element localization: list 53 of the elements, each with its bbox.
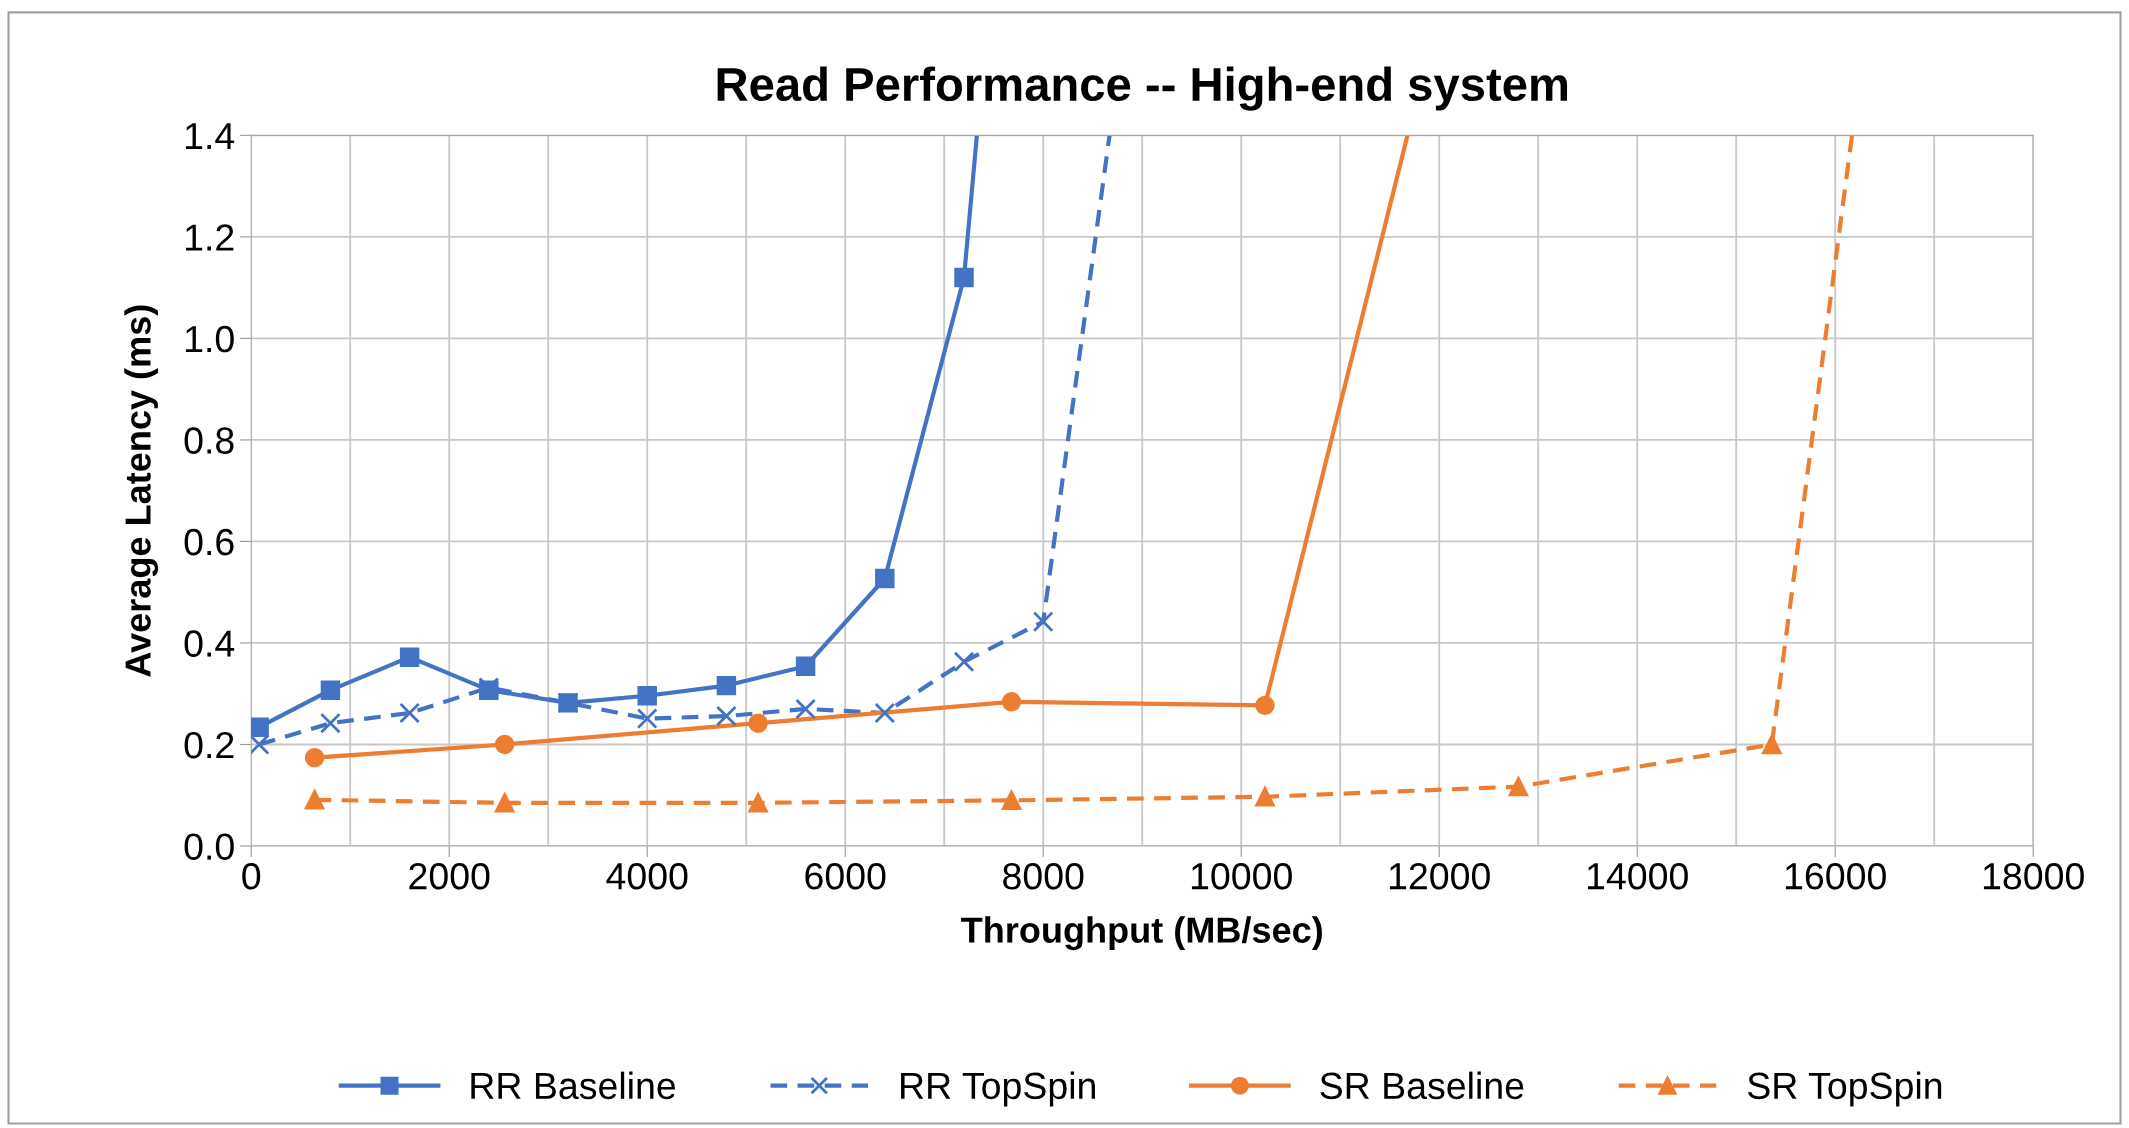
point bbox=[304, 747, 325, 768]
y-tick-label: 1.2 bbox=[185, 224, 234, 251]
y-tick-label: 0.4 bbox=[184, 630, 235, 657]
x-axis-title: Throughput (MB/sec) bbox=[961, 916, 1322, 951]
point bbox=[1255, 695, 1275, 716]
y-tick-label: 0.6 bbox=[184, 528, 234, 556]
x-tick-label: 12000 bbox=[1389, 862, 1490, 890]
x-tick-label: 18000 bbox=[1983, 862, 2084, 890]
point bbox=[874, 702, 896, 724]
point bbox=[1508, 776, 1529, 797]
x-tick-label: 0 bbox=[242, 862, 261, 890]
x-tick-label: 14000 bbox=[1587, 862, 1688, 890]
y-tick-label: 0.8 bbox=[184, 427, 234, 454]
point bbox=[1255, 787, 1275, 807]
x-tick-label: 16000 bbox=[1785, 862, 1886, 890]
point bbox=[1762, 734, 1782, 755]
point bbox=[320, 680, 341, 700]
point bbox=[1001, 692, 1022, 712]
point bbox=[716, 675, 737, 696]
point bbox=[399, 702, 421, 724]
y-tick-label: 1.4 bbox=[185, 123, 235, 149]
point bbox=[320, 712, 341, 734]
point bbox=[251, 717, 269, 737]
legend-label: RR Baseline bbox=[471, 1071, 676, 1100]
point bbox=[637, 686, 657, 706]
point bbox=[795, 656, 816, 677]
x-tick-label: 2000 bbox=[409, 862, 490, 890]
y-tick-label: 0.2 bbox=[184, 731, 234, 759]
y-tick-label: 1.0 bbox=[185, 325, 234, 353]
y-axis-title: Average Latency (ms) bbox=[124, 305, 159, 677]
point bbox=[795, 698, 817, 720]
legend-label: SR TopSpin bbox=[1747, 1071, 1942, 1107]
point bbox=[716, 705, 737, 727]
point bbox=[304, 790, 325, 810]
legend-label: SR Baseline bbox=[1320, 1071, 1524, 1100]
point bbox=[494, 734, 515, 755]
legend-label: RR TopSpin bbox=[901, 1071, 1095, 1107]
point bbox=[875, 568, 895, 589]
x-tick-label: 10000 bbox=[1191, 862, 1292, 890]
point bbox=[494, 793, 515, 813]
point bbox=[1001, 790, 1022, 811]
point bbox=[748, 713, 768, 733]
point bbox=[636, 708, 658, 730]
x-tick-label: 4000 bbox=[606, 862, 688, 890]
chart-title: Read Performance -- High-end system bbox=[717, 66, 1568, 111]
point bbox=[954, 267, 974, 288]
point bbox=[1032, 611, 1054, 633]
point bbox=[399, 647, 420, 667]
point bbox=[748, 793, 768, 813]
y-tick-label: 0.0 bbox=[184, 833, 234, 860]
x-tick-label: 6000 bbox=[805, 862, 886, 890]
point bbox=[953, 651, 975, 673]
x-tick-label: 8000 bbox=[1003, 862, 1084, 890]
